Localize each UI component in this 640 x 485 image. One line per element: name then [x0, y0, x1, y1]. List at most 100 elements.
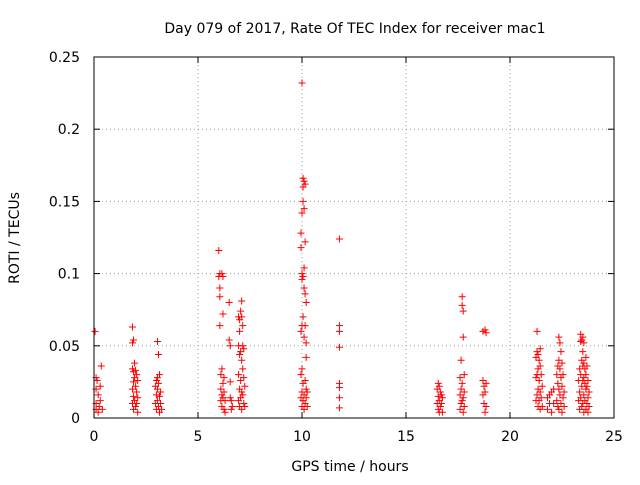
data-point — [302, 298, 310, 306]
y-tick-label: 0.1 — [58, 267, 80, 283]
data-point — [131, 359, 139, 367]
data-point — [458, 301, 466, 309]
data-point — [460, 388, 468, 396]
data-point — [220, 388, 228, 396]
data-point — [215, 246, 223, 254]
data-point — [577, 394, 585, 402]
data-point — [553, 371, 561, 379]
data-point — [533, 391, 541, 399]
data-point — [94, 408, 102, 416]
data-point — [156, 392, 164, 400]
data-point — [94, 391, 102, 399]
x-tick-label: 0 — [90, 429, 99, 445]
data-point — [559, 394, 567, 402]
data-point — [240, 345, 248, 353]
data-points — [91, 79, 593, 416]
data-point — [217, 371, 225, 379]
data-point — [300, 333, 308, 341]
data-point — [578, 402, 586, 410]
data-point — [560, 388, 568, 396]
data-point — [301, 238, 309, 246]
data-point — [299, 197, 307, 205]
data-point — [297, 244, 305, 252]
data-point — [479, 376, 487, 384]
data-point — [153, 397, 161, 405]
data-point — [239, 391, 247, 399]
data-point — [437, 391, 445, 399]
data-point — [297, 371, 305, 379]
data-point — [220, 405, 228, 413]
data-point — [538, 382, 546, 390]
y-tick-label: 0 — [71, 411, 80, 427]
x-tick-label: 25 — [605, 429, 623, 445]
data-point — [580, 359, 588, 367]
data-point — [238, 388, 246, 396]
x-tick-label: 5 — [194, 429, 203, 445]
data-point — [576, 388, 584, 396]
data-point — [98, 405, 106, 413]
data-point — [156, 371, 164, 379]
data-point — [458, 397, 466, 405]
data-point — [434, 392, 442, 400]
data-point — [302, 353, 310, 361]
data-point — [225, 298, 233, 306]
data-point — [298, 275, 306, 283]
data-point — [298, 209, 306, 217]
data-point — [219, 379, 227, 387]
data-point — [584, 376, 592, 384]
data-point — [97, 362, 105, 370]
data-point — [237, 376, 245, 384]
data-point — [536, 388, 544, 396]
data-point — [128, 385, 136, 393]
data-point — [481, 408, 489, 416]
data-point — [456, 405, 464, 413]
data-point — [560, 402, 568, 410]
data-point — [235, 371, 243, 379]
data-point — [238, 405, 246, 413]
data-point — [558, 359, 566, 367]
data-point — [584, 394, 592, 402]
data-point — [154, 350, 162, 358]
data-point — [457, 356, 465, 364]
data-point — [555, 385, 563, 393]
data-point — [157, 388, 165, 396]
data-point — [460, 371, 468, 379]
data-point — [297, 229, 305, 237]
data-point — [238, 313, 246, 321]
data-point — [458, 379, 466, 387]
data-point — [300, 205, 308, 213]
data-point — [555, 356, 563, 364]
data-point — [582, 353, 590, 361]
data-point — [583, 362, 591, 370]
data-point — [537, 371, 545, 379]
data-point — [303, 388, 311, 396]
data-point — [481, 388, 489, 396]
data-point — [96, 397, 104, 405]
data-point — [556, 365, 564, 373]
x-tick-label: 20 — [501, 429, 519, 445]
data-point — [558, 408, 566, 416]
data-point — [218, 365, 226, 373]
data-point — [152, 391, 160, 399]
data-point — [585, 388, 593, 396]
data-point — [436, 402, 444, 410]
data-point — [580, 339, 588, 347]
data-point — [580, 391, 588, 399]
data-point — [434, 379, 442, 387]
data-point — [556, 339, 564, 347]
data-point — [299, 272, 307, 280]
y-tick-labels: 0 0.05 0.1 0.15 0.2 0.25 — [49, 50, 80, 427]
data-point — [459, 394, 467, 402]
data-point — [538, 402, 546, 410]
data-point — [583, 382, 591, 390]
data-point — [535, 356, 543, 364]
data-point — [585, 402, 593, 410]
data-point — [130, 378, 138, 386]
chart-title: Day 079 of 2017, Rate Of TEC Index for r… — [164, 21, 545, 37]
plot-frame — [93, 56, 615, 419]
x-tick-label: 15 — [397, 429, 415, 445]
data-point — [554, 379, 562, 387]
data-point — [239, 342, 247, 350]
data-point — [128, 339, 136, 347]
data-point — [579, 333, 587, 341]
